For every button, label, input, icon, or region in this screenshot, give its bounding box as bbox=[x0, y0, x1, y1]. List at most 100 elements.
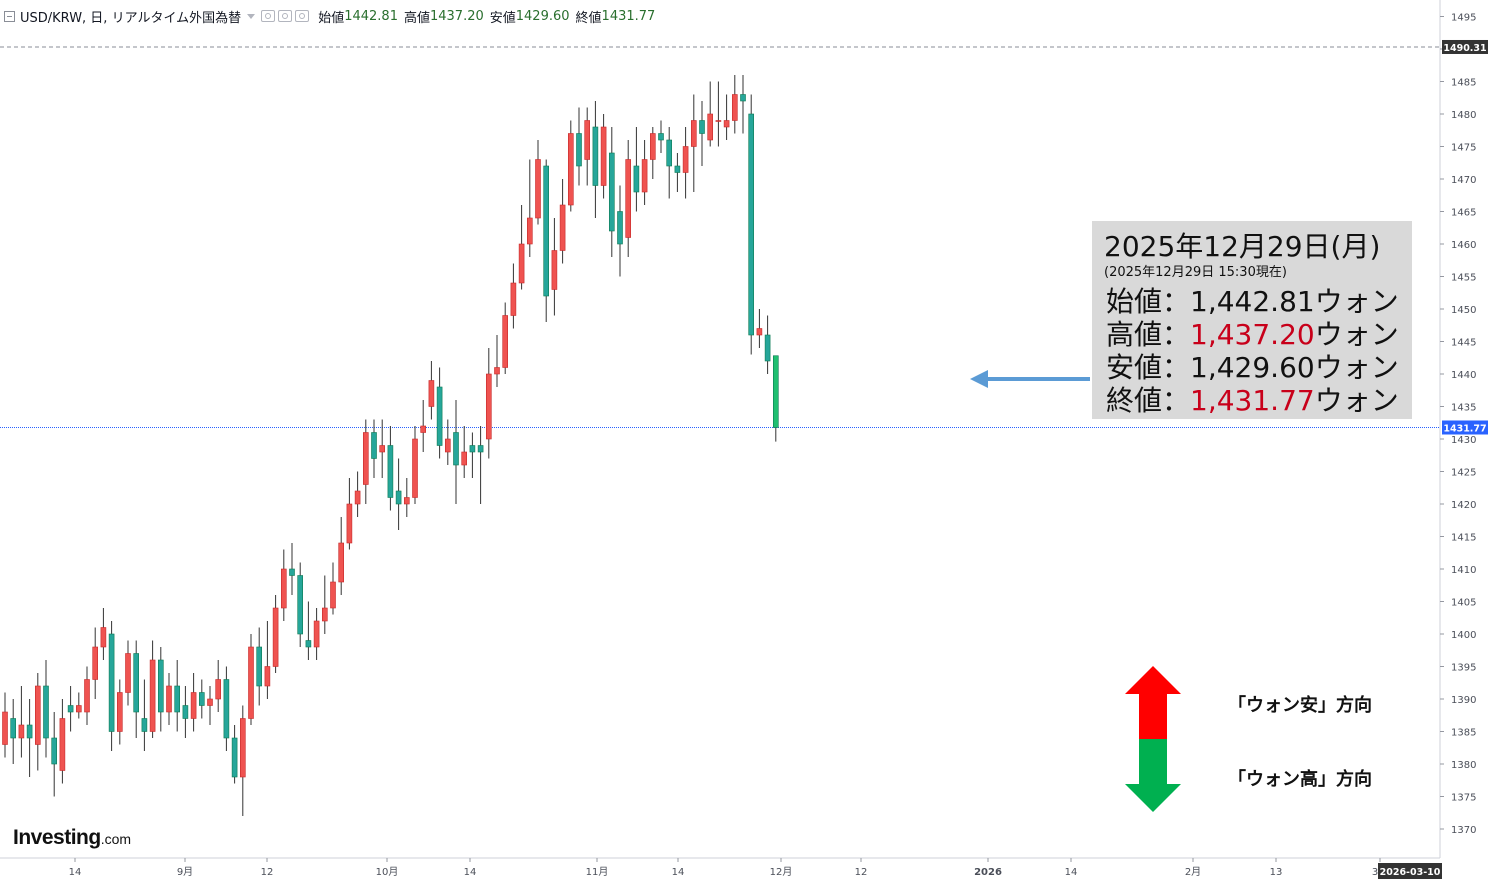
x-tick-label: 9月 bbox=[177, 866, 193, 878]
info-low-value: 1,429.60 bbox=[1190, 351, 1315, 384]
info-open-row: 始値：1,442.81ウォン bbox=[1106, 280, 1399, 320]
info-open-value: 1,442.81 bbox=[1190, 285, 1315, 318]
info-high-label: 高値： bbox=[1106, 318, 1191, 351]
candle-body bbox=[494, 367, 500, 375]
marker-price-tag bbox=[1442, 39, 1488, 54]
candle-body bbox=[158, 659, 164, 713]
info-close-unit: ウォン bbox=[1314, 384, 1399, 417]
y-tick-label: 1430 bbox=[1451, 435, 1476, 446]
candle-body bbox=[330, 581, 336, 609]
candle-body bbox=[756, 328, 763, 336]
candle-body bbox=[321, 607, 328, 622]
candle-body bbox=[403, 497, 410, 505]
legend-won-strong: 「ウォン高」方向 bbox=[1228, 769, 1372, 790]
info-open-label: 始値： bbox=[1106, 285, 1191, 318]
candle-body bbox=[772, 355, 779, 428]
candle-body bbox=[567, 133, 574, 206]
date-tag bbox=[1378, 863, 1442, 879]
marker-price-label: 1490.31 bbox=[1443, 43, 1486, 54]
candles bbox=[2, 75, 779, 816]
candle-body bbox=[690, 120, 697, 147]
y-tick-label: 1450 bbox=[1451, 305, 1476, 316]
collapse-icon[interactable] bbox=[4, 10, 15, 22]
candle-body bbox=[59, 718, 66, 771]
candle-body bbox=[518, 243, 525, 284]
logo-suffix: .com bbox=[100, 831, 132, 847]
y-tick-label: 1385 bbox=[1451, 728, 1476, 739]
info-close-value: 1,431.77 bbox=[1190, 384, 1315, 417]
candle-body bbox=[731, 94, 738, 121]
y-tick-label: 1435 bbox=[1451, 403, 1476, 414]
candle-body bbox=[707, 113, 714, 141]
candle-body bbox=[477, 445, 484, 453]
x-tick-label: 13 bbox=[1270, 867, 1283, 878]
candle-body bbox=[18, 724, 25, 739]
y-tick-label: 1405 bbox=[1451, 598, 1476, 609]
candle-body bbox=[2, 711, 8, 745]
candle-body bbox=[502, 315, 509, 368]
chart-grid bbox=[0, 46, 1440, 428]
candle-body bbox=[510, 282, 517, 316]
candle-body bbox=[141, 718, 148, 732]
y-tick-label: 1485 bbox=[1451, 78, 1476, 89]
x-tick-label: 14 bbox=[69, 867, 82, 878]
candle-body bbox=[658, 133, 664, 141]
candle-body bbox=[592, 126, 599, 186]
candle-body bbox=[43, 685, 49, 739]
candle-body bbox=[485, 373, 492, 440]
candle-body bbox=[625, 159, 632, 238]
candle-body bbox=[117, 692, 123, 732]
candle-body bbox=[305, 640, 312, 648]
eye-icon[interactable] bbox=[261, 10, 276, 22]
logo-name: Investing bbox=[13, 826, 101, 849]
candle-body bbox=[207, 698, 213, 706]
candle-body bbox=[280, 568, 287, 609]
investing-logo: Investing.com bbox=[13, 826, 131, 850]
info-box: 2025年12月29日(月) (2025年12月29日 15:30現在) 始値：… bbox=[1092, 221, 1412, 419]
info-open-unit: ウォン bbox=[1314, 285, 1399, 318]
x-tick-label: 14 bbox=[1065, 867, 1078, 878]
candle-body bbox=[666, 139, 673, 167]
chevron-down-icon[interactable] bbox=[247, 13, 256, 19]
candle-body bbox=[297, 575, 304, 635]
candle-body bbox=[412, 438, 418, 498]
y-tick-label: 1375 bbox=[1451, 793, 1476, 804]
y-tick-label: 1370 bbox=[1451, 825, 1476, 836]
low-label: 安値 bbox=[489, 10, 516, 26]
candle-body bbox=[526, 217, 533, 245]
current-price-tag bbox=[1442, 420, 1488, 435]
candle-body bbox=[543, 165, 550, 297]
candle-body bbox=[584, 120, 591, 160]
y-tick-label: 1410 bbox=[1451, 565, 1476, 576]
candle-body bbox=[264, 666, 271, 687]
y-tick-label: 1415 bbox=[1451, 533, 1476, 544]
candle-body bbox=[338, 542, 345, 583]
candle-body bbox=[559, 204, 566, 251]
candle-body bbox=[428, 380, 435, 407]
x-tick-label: 12 bbox=[261, 867, 274, 878]
candle-body bbox=[199, 692, 205, 706]
candle-body bbox=[76, 705, 82, 713]
candle-body bbox=[190, 692, 197, 719]
symbol-title[interactable]: USD/KRW, 日, リアルタイム外国為替 bbox=[20, 10, 242, 26]
candle-body bbox=[133, 653, 139, 713]
candle-body bbox=[600, 126, 607, 186]
candle-body bbox=[51, 737, 58, 765]
y-tick-label: 1445 bbox=[1451, 338, 1476, 349]
candle-body bbox=[469, 445, 476, 453]
close-icon[interactable] bbox=[295, 10, 310, 22]
y-tick-label: 1400 bbox=[1451, 630, 1476, 641]
info-high-row: 高値：1,437.20ウォン bbox=[1106, 313, 1399, 353]
candle-body bbox=[740, 94, 746, 102]
candle-body bbox=[92, 646, 98, 680]
candle-body bbox=[100, 627, 107, 648]
candle-body bbox=[34, 685, 41, 745]
candle-body bbox=[182, 705, 189, 719]
candle-body bbox=[26, 724, 33, 739]
y-tick-label: 1380 bbox=[1451, 760, 1476, 771]
candle-body bbox=[166, 685, 172, 713]
settings-icon[interactable] bbox=[278, 10, 293, 22]
candle-body bbox=[436, 386, 443, 446]
